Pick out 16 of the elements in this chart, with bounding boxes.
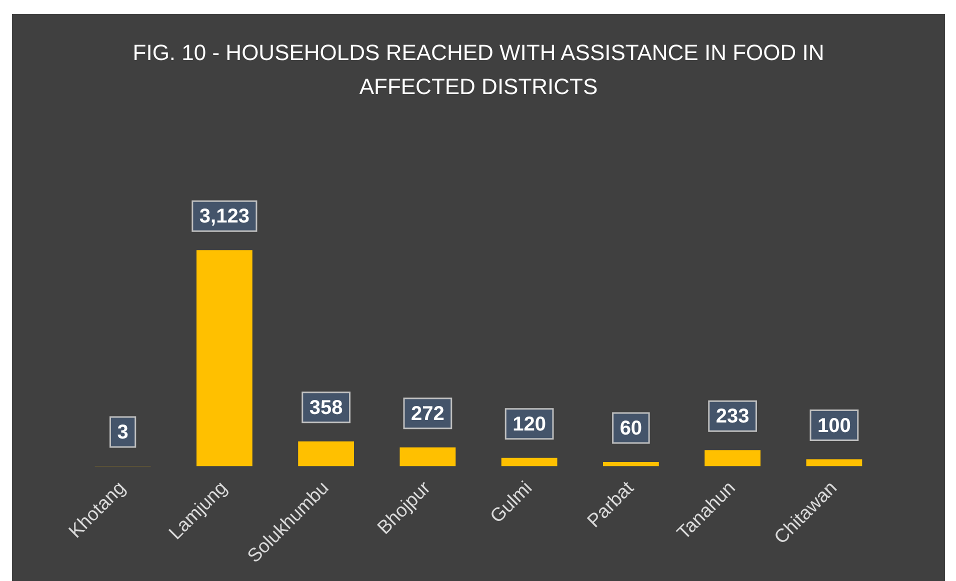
chart-title: FIG. 10 - HOUSEHOLDS REACHED WITH ASSISTANCE IN FOOD IN AFFECTED DISTRICTS bbox=[132, 39, 826, 101]
bar bbox=[806, 459, 862, 466]
bar bbox=[501, 458, 558, 466]
data-label: 358 bbox=[309, 396, 343, 419]
bar bbox=[400, 447, 456, 466]
data-label: 3,123 bbox=[199, 206, 250, 228]
bar bbox=[602, 462, 659, 466]
data-label: 272 bbox=[411, 402, 444, 425]
data-label: 120 bbox=[512, 413, 546, 436]
data-label: 233 bbox=[716, 406, 750, 428]
data-label: 100 bbox=[818, 414, 851, 437]
bar bbox=[298, 441, 354, 466]
data-label: 60 bbox=[620, 418, 642, 440]
data-label: 3 bbox=[117, 422, 128, 444]
bar bbox=[196, 250, 252, 466]
bar bbox=[704, 450, 761, 466]
